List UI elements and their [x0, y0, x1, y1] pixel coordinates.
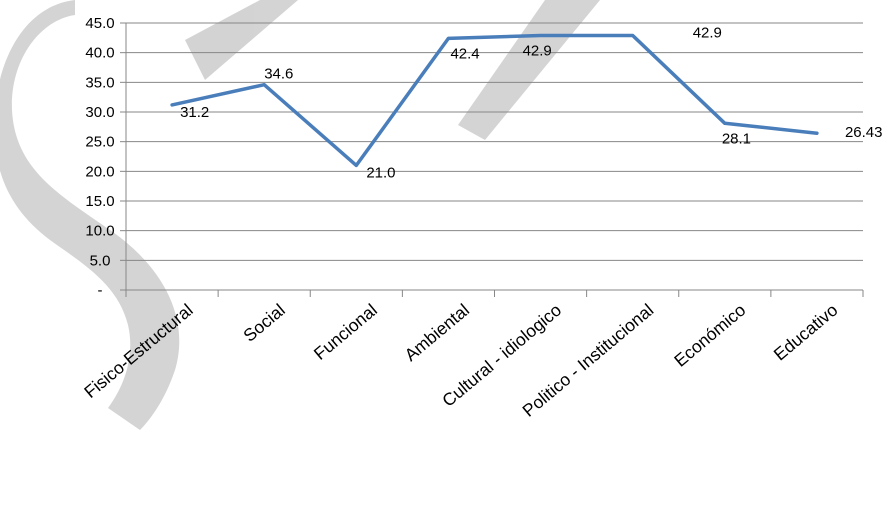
x-category-label: Ambiental	[401, 300, 473, 365]
y-tick-label: 35.0	[85, 74, 114, 91]
y-tick-label: 30.0	[85, 104, 114, 121]
data-label: 42.9	[693, 24, 722, 41]
y-tick-label: 45.0	[85, 15, 114, 32]
y-tick-label: 5.0	[90, 252, 111, 269]
data-point	[262, 83, 266, 87]
data-point	[446, 36, 450, 40]
x-category-label: Educativo	[770, 300, 842, 365]
watermark-stroke	[185, 0, 298, 80]
y-tick-label: 15.0	[85, 193, 114, 210]
data-label: 34.6	[264, 66, 293, 83]
data-point	[539, 33, 543, 37]
watermark-curve	[0, 0, 180, 430]
data-label: 26.43	[845, 124, 883, 141]
data-label: 31.2	[180, 104, 209, 121]
x-category-label: Social	[239, 300, 288, 346]
data-point	[631, 33, 635, 37]
data-label: 28.1	[722, 130, 751, 147]
data-point	[815, 131, 819, 135]
data-label: 42.4	[450, 45, 479, 62]
gridlines	[126, 22, 863, 261]
data-label: 42.9	[523, 42, 552, 59]
series-polyline	[170, 33, 819, 168]
y-tick-label: 10.0	[85, 223, 114, 240]
x-category-label: Funcional	[310, 300, 381, 364]
x-axis: Fisico-Estructural Social Funcional Ambient…	[80, 289, 864, 421]
watermark-diagonal	[458, 0, 600, 140]
y-tick-label: 40.0	[85, 45, 114, 62]
data-label: 21.0	[366, 164, 395, 181]
series-line	[170, 33, 819, 168]
x-category-label: Económico	[670, 300, 749, 371]
data-point	[170, 103, 174, 107]
watermark-logo	[0, 0, 600, 430]
data-point	[723, 121, 727, 125]
data-labels: 31.2 34.6 21.0 42.4 42.9 42.9 28.1 26.43	[180, 24, 882, 181]
data-point	[354, 163, 358, 167]
y-tick-label: 20.0	[85, 163, 114, 180]
y-tick-label: -	[98, 282, 103, 299]
y-axis: - 5.0 10.0 15.0 20.0 25.0 30.0 35.0 40.0 45.0	[85, 15, 127, 299]
y-tick-label: 25.0	[85, 134, 114, 151]
